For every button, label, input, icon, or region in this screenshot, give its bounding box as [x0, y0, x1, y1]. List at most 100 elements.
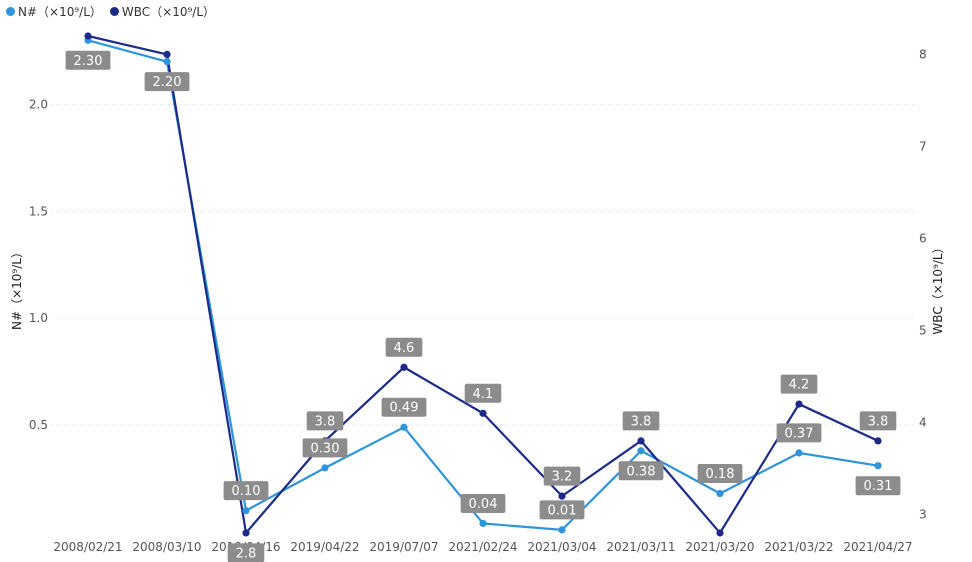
legend-label-n: N#（×10⁹/L）: [18, 5, 102, 19]
data-label-box: [539, 500, 585, 520]
data-label: 4.1: [464, 383, 502, 403]
data-point[interactable]: [479, 409, 487, 417]
data-point[interactable]: [163, 58, 171, 66]
data-label-text: 0.10: [232, 484, 261, 499]
data-label-text: 2.30: [74, 54, 103, 69]
data-label: 0.01: [539, 500, 585, 520]
left-tick-label: 2.0: [29, 97, 48, 111]
x-tick-label: 2008/02/21: [53, 540, 122, 554]
data-point[interactable]: [637, 447, 645, 455]
data-label-box: [306, 411, 344, 431]
data-label-box: [855, 476, 901, 496]
data-label-text: 0.49: [390, 401, 419, 416]
data-label-box: [697, 464, 743, 484]
data-label: 2.8: [227, 543, 265, 562]
x-tick-label: 2019/07/07: [369, 540, 438, 554]
data-point[interactable]: [400, 363, 408, 371]
right-tick-label: 3: [919, 508, 927, 522]
x-tick-label: 2021/03/04: [527, 540, 596, 554]
right-axis-title: WBC（×10⁹/L）: [931, 241, 945, 334]
x-tick-label: 2021/02/24: [448, 540, 517, 554]
left-tick-label: 0.5: [29, 418, 48, 432]
data-label-text: 0.04: [469, 497, 498, 512]
data-label: 0.38: [618, 461, 664, 481]
data-label: 0.10: [223, 481, 269, 501]
data-label-box: [223, 481, 269, 501]
data-point[interactable]: [795, 400, 803, 408]
data-label-text: 0.37: [785, 426, 814, 441]
data-label-box: [460, 493, 506, 513]
right-tick-label: 8: [919, 47, 927, 61]
data-labels: 2.30 2.20 0.10 0.30 0.49 0.04 0.01 0.38 0.18 0.37…: [65, 50, 901, 562]
x-tick-label: 2021/03/11: [606, 540, 675, 554]
data-label-text: 3.8: [868, 414, 889, 429]
data-label: 0.18: [697, 464, 743, 484]
data-point[interactable]: [716, 489, 724, 498]
data-label: 0.30: [302, 438, 348, 458]
data-point[interactable]: [874, 462, 882, 470]
x-tick-label: 2021/03/22: [764, 540, 833, 554]
data-label-text: 2.20: [153, 75, 182, 90]
data-point[interactable]: [242, 529, 250, 537]
x-tick-label: 2021/04/27: [843, 540, 912, 554]
data-label: 3.8: [859, 411, 897, 431]
data-point[interactable]: [400, 423, 408, 431]
data-label-text: 2.8: [236, 546, 257, 561]
data-label: 3.8: [306, 411, 344, 431]
legend-marker-n: [6, 7, 15, 16]
data-label: 2.30: [65, 50, 111, 70]
x-tick-label: 2019/04/22: [290, 540, 359, 554]
left-axis-ticks: 0.5 1.0 1.5 2.0: [29, 97, 48, 432]
legend-item-n[interactable]: N#（×10⁹/L）: [6, 3, 102, 20]
data-point[interactable]: [558, 492, 566, 500]
data-point[interactable]: [716, 529, 724, 537]
data-point[interactable]: [874, 437, 882, 445]
x-axis-ticks: 2008/02/212008/03/102019/04/162019/04/22…: [53, 540, 912, 554]
legend-item-wbc[interactable]: WBC（×10⁹/L）: [109, 3, 216, 20]
data-label-text: 3.8: [631, 414, 652, 429]
data-label-box: [381, 397, 427, 417]
right-tick-label: 7: [919, 139, 927, 153]
x-tick-label: 2008/03/10: [132, 540, 201, 554]
x-tick-label: 2021/03/20: [685, 540, 754, 554]
data-label-box: [618, 461, 664, 481]
legend-marker-wbc: [109, 7, 119, 16]
data-label: 0.04: [460, 493, 506, 513]
data-label: 4.6: [385, 337, 423, 357]
left-tick-label: 1.0: [29, 311, 48, 325]
data-point[interactable]: [558, 526, 566, 534]
data-label: 2.20: [144, 72, 190, 92]
data-label-box: [65, 50, 111, 70]
data-label: 3.2: [543, 466, 581, 486]
data-label-box: [776, 423, 822, 443]
data-label-box: [543, 466, 581, 486]
data-point[interactable]: [795, 449, 803, 457]
data-label-text: 3.8: [315, 414, 336, 429]
data-label-box: [227, 543, 265, 562]
data-label: 4.2: [780, 374, 818, 394]
data-point[interactable]: [479, 519, 487, 528]
data-point[interactable]: [84, 32, 92, 40]
data-label-box: [302, 438, 348, 458]
series-lines: [87, 34, 879, 536]
right-tick-label: 6: [919, 231, 927, 245]
data-label-box: [859, 411, 897, 431]
data-label-text: 4.1: [473, 387, 494, 402]
data-point[interactable]: [321, 464, 329, 472]
data-label-text: 4.2: [789, 378, 810, 393]
right-tick-label: 4: [919, 415, 927, 429]
data-label-box: [385, 337, 423, 357]
legend: N#（×10⁹/L） WBC（×10⁹/L）: [6, 3, 215, 20]
series-points: [84, 32, 882, 537]
data-point[interactable]: [163, 50, 171, 59]
data-point[interactable]: [637, 437, 645, 445]
data-label: 0.31: [855, 476, 901, 496]
left-axis-title: N#（×10⁹/L）: [10, 246, 24, 330]
data-point[interactable]: [242, 507, 250, 515]
data-label-text: 0.01: [548, 503, 577, 518]
left-tick-label: 1.5: [29, 204, 48, 218]
data-label: 0.49: [381, 397, 427, 417]
legend-label-wbc: WBC（×10⁹/L）: [121, 5, 216, 19]
data-label-text: 4.6: [394, 341, 415, 356]
series-line-0: [87, 39, 879, 531]
